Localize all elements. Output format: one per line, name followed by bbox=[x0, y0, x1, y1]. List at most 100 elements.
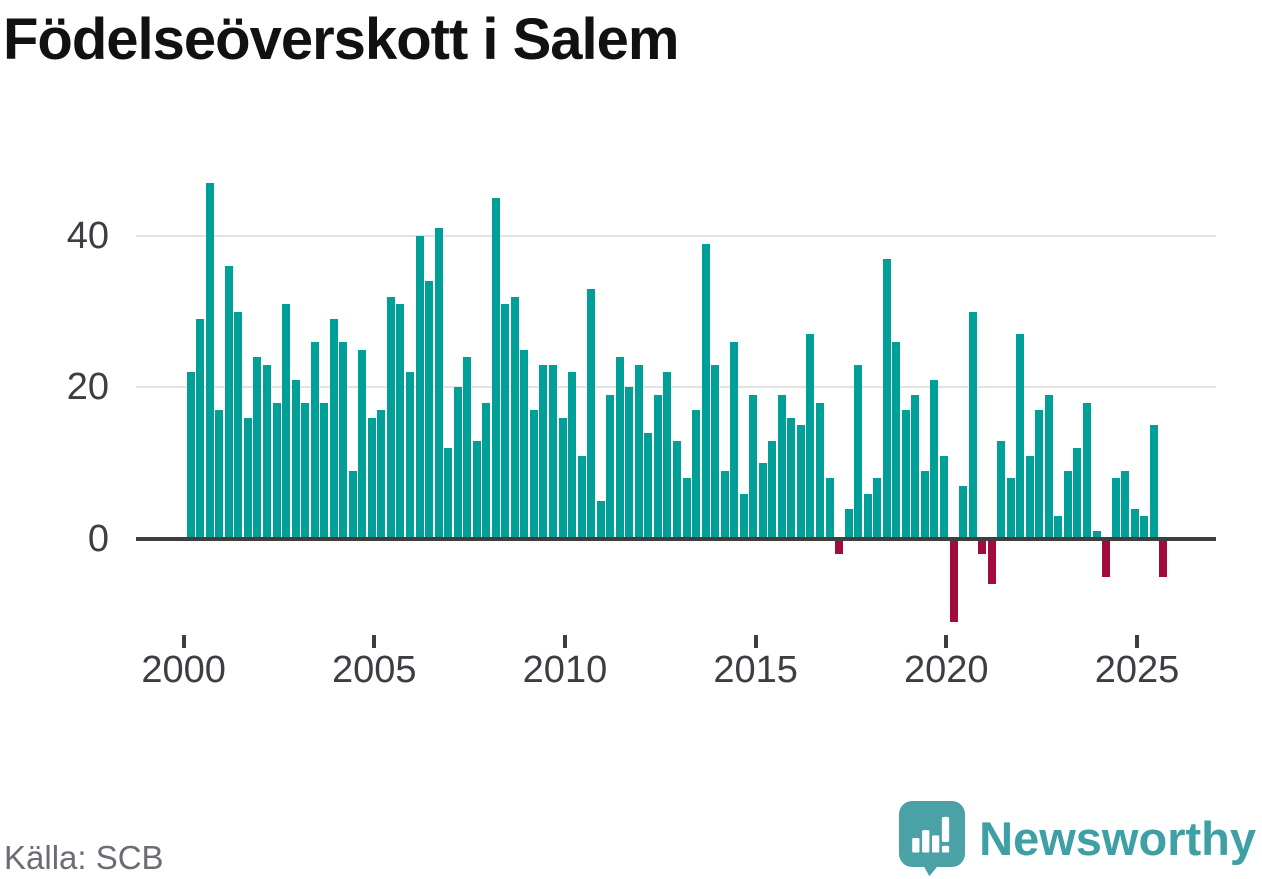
x-axis-label-2005: 2005 bbox=[331, 649, 417, 691]
bar-2000-q38 bbox=[549, 364, 558, 539]
bar-2000-q101 bbox=[1149, 425, 1158, 539]
bar-2000-q41 bbox=[577, 455, 586, 539]
bar-2000-q45 bbox=[615, 357, 624, 539]
bar-2000-q15 bbox=[329, 319, 338, 539]
bar-2000-q67 bbox=[825, 478, 834, 539]
bar-2000-q80 bbox=[949, 539, 958, 623]
bar-2000-q66 bbox=[816, 402, 824, 539]
bar-2000-q3 bbox=[215, 410, 224, 539]
bar-2000-q62 bbox=[777, 395, 786, 539]
bar-2000-q70 bbox=[854, 364, 863, 539]
source-caption: Källa: SCB bbox=[4, 839, 164, 876]
bar-2000-q81 bbox=[959, 485, 968, 539]
bar-2000-q44 bbox=[606, 395, 615, 539]
bar-2000-q82 bbox=[968, 311, 977, 539]
x-axis-tick-2010 bbox=[562, 635, 567, 648]
x-axis-label-2025: 2025 bbox=[1094, 649, 1180, 691]
gridline-20 bbox=[136, 386, 1216, 389]
bar-2000-q91 bbox=[1054, 516, 1063, 539]
bar-2000-q33 bbox=[501, 304, 510, 539]
bar-2000-q5 bbox=[234, 311, 243, 539]
bar-2000-q17 bbox=[348, 470, 357, 539]
bar-2000-q34 bbox=[510, 296, 519, 539]
bar-2000-q29 bbox=[463, 357, 472, 539]
bar-2000-q47 bbox=[634, 364, 643, 539]
x-axis-label-2015: 2015 bbox=[713, 649, 798, 691]
bar-2000-q51 bbox=[672, 440, 681, 539]
bar-2000-q94 bbox=[1082, 402, 1091, 539]
bar-2000-q98 bbox=[1121, 470, 1130, 539]
bar-2000-q83 bbox=[978, 539, 987, 555]
bar-2000-q102 bbox=[1159, 539, 1168, 577]
newsworthy-logo: Newsworthy bbox=[899, 800, 1256, 878]
bar-2000-q48 bbox=[644, 432, 653, 539]
bar-2000-q19 bbox=[367, 417, 376, 539]
bar-2000-q22 bbox=[396, 304, 405, 539]
bar-2000-q79 bbox=[939, 455, 948, 539]
bar-2000-q64 bbox=[796, 425, 805, 539]
bar-2000-q18 bbox=[358, 349, 367, 539]
bar-2000-q4 bbox=[224, 266, 233, 539]
bar-2000-q0 bbox=[186, 372, 195, 539]
x-axis-label-2010: 2010 bbox=[522, 649, 608, 691]
bar-2000-q46 bbox=[625, 387, 634, 539]
y-axis-label-0: 0 bbox=[87, 518, 109, 560]
bar-2000-q35 bbox=[520, 349, 529, 539]
bar-2000-q49 bbox=[653, 395, 662, 539]
bar-2000-q86 bbox=[1006, 478, 1015, 539]
bar-2000-q20 bbox=[377, 410, 386, 539]
bar-2000-q77 bbox=[920, 470, 929, 539]
bar-2000-q65 bbox=[806, 334, 815, 539]
x-axis-tick-2015 bbox=[753, 635, 758, 648]
bar-2000-q1 bbox=[196, 319, 205, 539]
x-axis-tick-2000 bbox=[181, 635, 186, 648]
bar-2000-q27 bbox=[444, 448, 453, 539]
x-axis-tick-2020 bbox=[944, 635, 949, 648]
bar-2000-q59 bbox=[749, 395, 758, 539]
bar-2000-q56 bbox=[720, 470, 729, 539]
bar-2000-q31 bbox=[482, 402, 491, 539]
bar-2000-q11 bbox=[291, 379, 300, 539]
bar-2000-q14 bbox=[320, 402, 329, 539]
x-axis-tick-2025 bbox=[1135, 635, 1139, 648]
x-axis-label-2020: 2020 bbox=[904, 649, 989, 691]
bar-2000-q43 bbox=[596, 501, 605, 539]
bar-2000-q24 bbox=[415, 235, 424, 539]
bar-2000-q63 bbox=[787, 417, 796, 539]
bar-2000-q32 bbox=[491, 198, 500, 539]
bar-2000-q30 bbox=[472, 440, 481, 539]
bar-2000-q89 bbox=[1035, 410, 1044, 539]
bar-2000-q2 bbox=[205, 182, 214, 539]
bar-2000-q53 bbox=[692, 410, 701, 539]
y-axis-label-40: 40 bbox=[66, 214, 109, 257]
bar-2000-q21 bbox=[386, 296, 395, 539]
gridline-40 bbox=[136, 234, 1216, 237]
bar-2000-q37 bbox=[539, 364, 548, 539]
bar-2000-q8 bbox=[262, 364, 271, 539]
bar-2000-q90 bbox=[1044, 395, 1053, 539]
bar-2000-q60 bbox=[758, 463, 767, 539]
bar-2000-q12 bbox=[301, 402, 310, 539]
bar-2000-q71 bbox=[863, 493, 872, 539]
bar-2000-q36 bbox=[529, 410, 538, 539]
x-axis-tick-2005 bbox=[372, 635, 377, 648]
bar-2000-q28 bbox=[453, 387, 462, 539]
x-axis-label-2000: 2000 bbox=[141, 649, 226, 691]
bar-2000-q95 bbox=[1092, 531, 1101, 539]
bar-2000-q55 bbox=[711, 364, 720, 539]
bar-2000-q16 bbox=[339, 342, 348, 539]
bar-2000-q68 bbox=[835, 539, 844, 555]
bar-2000-q72 bbox=[873, 478, 882, 539]
bar-2000-q78 bbox=[930, 379, 939, 539]
bar-2000-q39 bbox=[558, 417, 567, 539]
bar-2000-q9 bbox=[272, 402, 281, 539]
y-axis-label-20: 20 bbox=[66, 366, 109, 409]
bar-2000-q61 bbox=[768, 440, 777, 539]
bar-2000-q73 bbox=[882, 258, 891, 539]
bar-2000-q75 bbox=[901, 410, 910, 539]
bar-2000-q13 bbox=[310, 342, 319, 539]
bar-2000-q42 bbox=[587, 289, 596, 539]
bar-2000-q84 bbox=[987, 539, 996, 585]
x-axis-line bbox=[136, 537, 1216, 541]
